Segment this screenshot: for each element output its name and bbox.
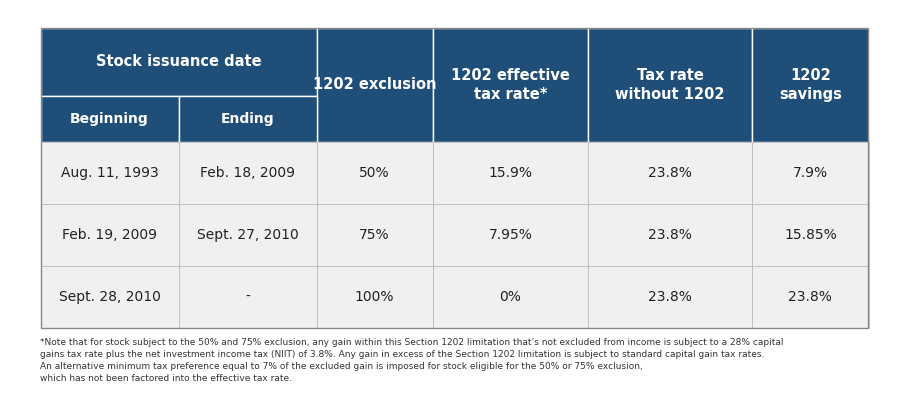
Bar: [588, 204, 752, 266]
Text: Aug. 11, 1993: Aug. 11, 1993: [60, 166, 158, 180]
Bar: [178, 266, 317, 328]
Bar: [40, 204, 178, 266]
Bar: [752, 204, 868, 266]
Text: 0%: 0%: [500, 290, 521, 304]
Bar: [752, 142, 868, 204]
Text: 23.8%: 23.8%: [788, 290, 832, 304]
Bar: [40, 266, 178, 328]
Text: *Note that for stock subject to the 50% and 75% exclusion, any gain within this : *Note that for stock subject to the 50% …: [40, 338, 784, 384]
Bar: [40, 142, 178, 204]
Text: Stock issuance date: Stock issuance date: [95, 54, 261, 70]
Bar: [752, 266, 868, 328]
Text: 100%: 100%: [355, 290, 394, 304]
Text: -: -: [245, 290, 250, 304]
Bar: [588, 142, 752, 204]
Bar: [752, 28, 868, 142]
Bar: [317, 204, 433, 266]
Text: 23.8%: 23.8%: [648, 166, 692, 180]
Text: Ending: Ending: [220, 112, 274, 126]
Text: Tax rate
without 1202: Tax rate without 1202: [616, 68, 725, 102]
Text: 1202 exclusion: 1202 exclusion: [313, 78, 436, 92]
Bar: [317, 266, 433, 328]
Text: Sept. 28, 2010: Sept. 28, 2010: [58, 290, 160, 304]
Bar: [433, 142, 588, 204]
Bar: [588, 266, 752, 328]
Text: 1202 effective
tax rate*: 1202 effective tax rate*: [451, 68, 570, 102]
Text: 50%: 50%: [359, 166, 390, 180]
Text: Feb. 18, 2009: Feb. 18, 2009: [200, 166, 295, 180]
Bar: [588, 28, 752, 142]
Bar: [40, 28, 317, 96]
Text: Beginning: Beginning: [70, 112, 148, 126]
Text: 1202
savings: 1202 savings: [779, 68, 842, 102]
Text: 15.9%: 15.9%: [489, 166, 533, 180]
Text: Sept. 27, 2010: Sept. 27, 2010: [196, 228, 299, 242]
Bar: [178, 204, 317, 266]
Text: 23.8%: 23.8%: [648, 290, 692, 304]
Bar: [40, 96, 178, 142]
Text: 23.8%: 23.8%: [648, 228, 692, 242]
Text: 7.9%: 7.9%: [793, 166, 828, 180]
Text: 15.85%: 15.85%: [784, 228, 837, 242]
Bar: [317, 28, 433, 142]
Bar: [40, 28, 868, 328]
Bar: [433, 204, 588, 266]
Bar: [178, 142, 317, 204]
Text: Feb. 19, 2009: Feb. 19, 2009: [62, 228, 157, 242]
Bar: [178, 96, 317, 142]
Text: 75%: 75%: [359, 228, 390, 242]
Bar: [433, 28, 588, 142]
Text: 7.95%: 7.95%: [489, 228, 532, 242]
Bar: [317, 142, 433, 204]
Bar: [433, 266, 588, 328]
